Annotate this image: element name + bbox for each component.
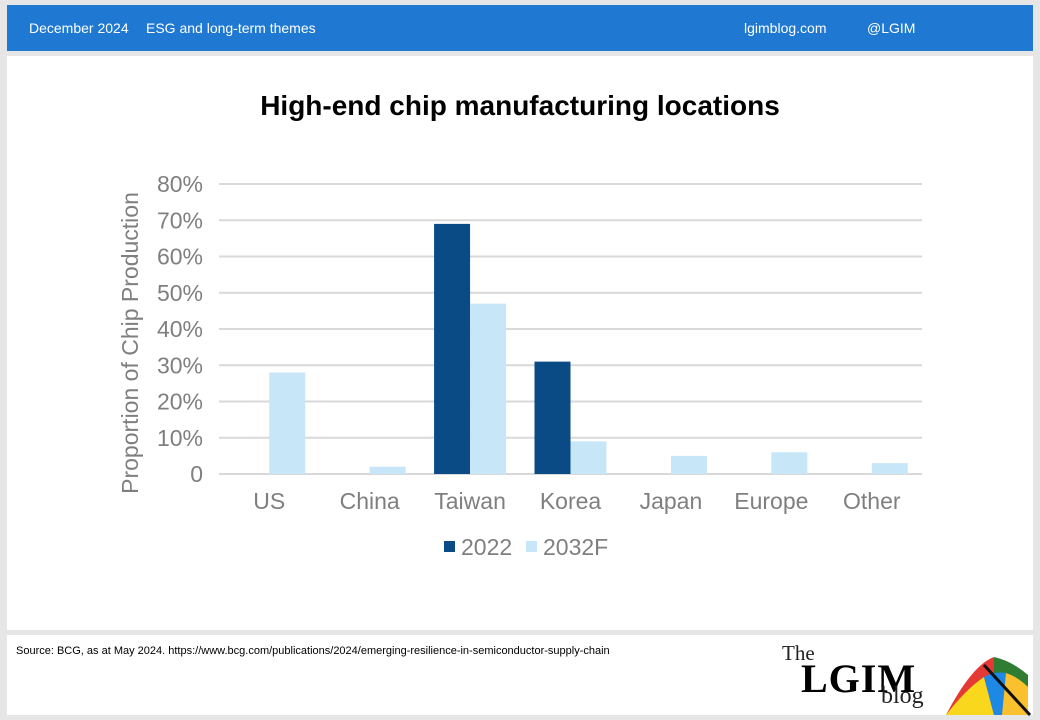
bar-2022-korea	[534, 361, 571, 474]
x-tick-label: China	[340, 488, 400, 514]
bar-2032f-korea	[570, 441, 607, 474]
y-tick-label: 80%	[157, 171, 203, 197]
y-tick-label: 30%	[157, 352, 203, 378]
y-tick-label: 50%	[157, 280, 203, 306]
source-note: Source: BCG, as at May 2024. https://www…	[16, 645, 610, 657]
chart-title: High-end chip manufacturing locations	[260, 90, 780, 121]
footer: Source: BCG, as at May 2024. https://www…	[7, 635, 1033, 717]
x-tick-label: Korea	[540, 488, 602, 514]
y-tick-label: 20%	[157, 389, 203, 415]
legend-swatch-2022	[444, 541, 455, 552]
bar-2032f-other	[871, 463, 908, 474]
logo-the: The	[782, 641, 815, 665]
y-tick-label: 10%	[157, 425, 203, 451]
legend-label-2022: 2022	[461, 534, 512, 560]
logo-blog: blog	[881, 683, 924, 709]
header-bar: December 2024 ESG and long-term themes l…	[7, 5, 1033, 51]
x-tick-label: Other	[843, 488, 901, 514]
x-tick-label: Japan	[640, 488, 703, 514]
chart-panel: High-end chip manufacturing locations 0 1…	[7, 56, 1033, 630]
y-tick-label: 0	[190, 461, 203, 487]
y-axis-label: Proportion of Chip Production	[117, 192, 143, 494]
legend-label-2032f: 2032F	[543, 534, 608, 560]
x-tick-label: US	[253, 488, 285, 514]
y-tick-label: 70%	[157, 207, 203, 233]
bar-2022-taiwan	[434, 223, 471, 474]
y-tick-label: 60%	[157, 244, 203, 270]
header-handle-link[interactable]: @LGIM	[867, 20, 916, 36]
umbrella-logo-icon	[946, 657, 1032, 717]
legend-swatch-2032f	[526, 541, 537, 552]
header-date: December 2024	[29, 20, 129, 36]
bar-2032f-taiwan	[470, 303, 507, 474]
bar-2032f-europe	[771, 452, 808, 474]
x-tick-label: Europe	[734, 488, 808, 514]
x-tick-label: Taiwan	[434, 488, 506, 514]
y-tick-label: 40%	[157, 316, 203, 342]
bar-chart: 0 10% 20% 30% 40% 50% 60% 70% 80% Proportion of C…	[117, 171, 922, 560]
header-site-link[interactable]: lgimblog.com	[744, 20, 827, 36]
bar-2032f-china	[369, 466, 406, 474]
logo-lgim: LGIM	[801, 656, 917, 701]
bar-2032f-japan	[670, 455, 707, 474]
header-theme-link[interactable]: ESG and long-term themes	[146, 20, 316, 36]
bar-2032f-us	[269, 372, 306, 474]
